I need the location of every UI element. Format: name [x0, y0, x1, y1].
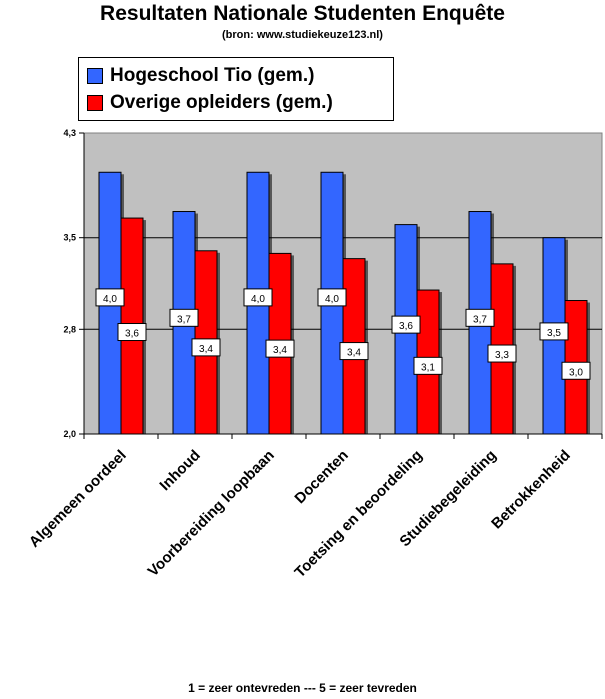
legend-label-hogeschool: Hogeschool Tio (gem.)	[110, 65, 315, 86]
data-label: 4,0	[103, 294, 117, 305]
data-label-box	[339, 342, 369, 361]
data-label-box	[117, 323, 147, 342]
data-label-box	[317, 288, 347, 307]
x-tick-label: Inhoud	[156, 447, 203, 494]
legend-label-overige: Overige opleiders (gem.)	[110, 92, 333, 113]
data-label: 3,4	[273, 345, 287, 356]
data-label-box	[243, 288, 273, 307]
data-label-box	[465, 308, 495, 327]
x-tick-label: Toetsing en beoordeling	[291, 447, 425, 581]
x-tick-label: Voorbereiding loopbaan	[145, 447, 278, 580]
y-tick-label: 2,0	[63, 429, 76, 439]
legend-item-overige: Overige opleiders (gem.)	[87, 91, 333, 115]
data-label: 3,6	[125, 329, 139, 340]
data-label: 3,3	[495, 350, 509, 361]
data-label-box	[413, 356, 443, 375]
legend-swatch-overige	[87, 95, 103, 111]
y-tick-label: 2,8	[63, 324, 76, 334]
legend: Hogeschool Tio (gem.) Overige opleiders …	[78, 57, 394, 121]
footer-note: 1 = zeer ontevreden --- 5 = zeer tevrede…	[188, 681, 417, 695]
data-label-box	[561, 361, 591, 380]
legend-item-hogeschool: Hogeschool Tio (gem.)	[87, 64, 314, 88]
x-tick-label: Algemeen oordeel	[26, 447, 130, 551]
data-label: 3,4	[347, 348, 361, 359]
data-label-box	[539, 322, 569, 341]
data-label: 4,0	[251, 294, 265, 305]
data-label: 3,7	[177, 314, 191, 325]
data-label: 3,1	[421, 362, 435, 373]
chart-subtitle: (bron: www.studiekeuze123.nl)	[222, 29, 383, 41]
data-label: 3,6	[399, 321, 413, 332]
data-label: 3,5	[547, 328, 561, 339]
data-label: 3,4	[199, 344, 213, 355]
data-label: 3,7	[473, 314, 487, 325]
data-label-box	[391, 315, 421, 334]
chart-title: Resultaten Nationale Studenten Enquête	[100, 2, 505, 25]
legend-swatch-hogeschool	[87, 68, 103, 84]
y-tick-label: 3,5	[63, 233, 76, 243]
x-tick-label: Betrokkenheid	[488, 447, 574, 533]
data-label: 3,0	[569, 367, 583, 378]
data-label-box	[487, 344, 517, 363]
data-label: 4,0	[325, 294, 339, 305]
data-label-box	[169, 308, 199, 327]
data-label-box	[95, 288, 125, 307]
y-tick-label: 4,3	[63, 128, 76, 138]
x-tick-label: Docenten	[291, 447, 351, 507]
data-label-box	[191, 338, 221, 357]
data-label-box	[265, 339, 295, 358]
